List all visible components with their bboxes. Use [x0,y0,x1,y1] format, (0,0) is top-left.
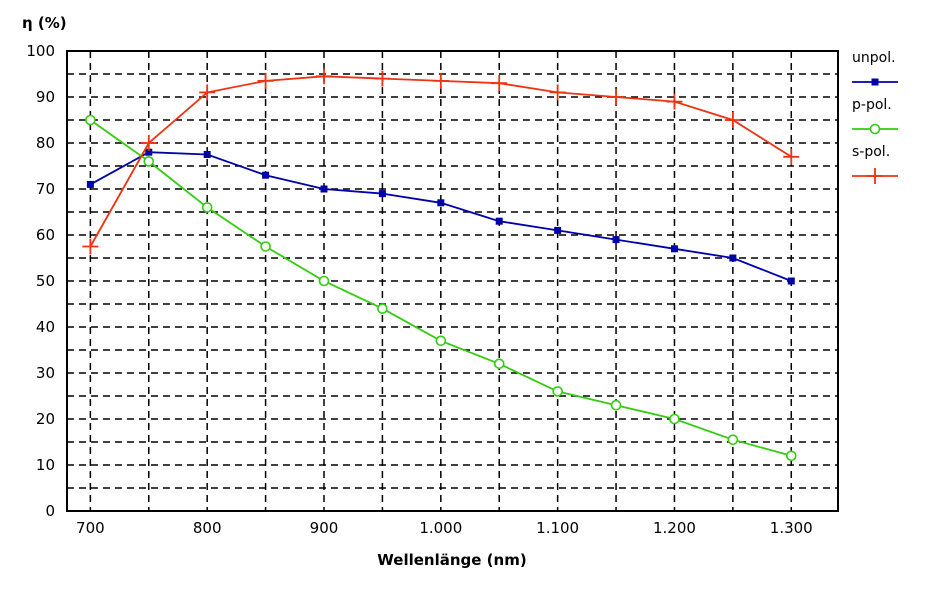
data-point-unpol [495,217,503,225]
x-tick-label: 1.200 [653,519,696,537]
data-point-unpol [612,236,620,244]
y-tick-label: 30 [36,364,55,382]
data-point-unpol [145,148,153,156]
legend-item-unpol: unpol. [852,50,898,86]
legend-label-ppol: p-pol. [852,97,892,113]
data-point-unpol [729,254,737,262]
data-point-spol [316,68,332,85]
y-tick-label: 90 [36,88,55,106]
x-tick-label: 800 [193,519,222,537]
data-point-spol [140,135,157,151]
y-tick-label: 40 [36,318,55,336]
data-point-unpol [378,190,386,198]
y-tick-label: 10 [36,456,55,474]
data-point-spol [549,84,566,101]
y-tick-label: 70 [36,180,55,198]
y-tick-label: 60 [36,226,55,244]
legend-item-ppol: p-pol. [852,97,898,135]
legend-marker-ppol [869,123,881,135]
y-tick-label: 100 [26,42,55,60]
data-point-unpol [437,199,445,207]
data-point-ppol [493,358,505,370]
data-point-unpol [262,171,270,179]
axes [66,50,839,512]
data-point-spol [199,84,216,101]
data-point-spol [374,70,391,87]
data-point-unpol [203,151,211,158]
data-point-ppol [785,450,797,462]
data-point-ppol [552,386,563,397]
data-point-spol [432,72,449,89]
data-point-ppol [377,303,388,314]
data-point-spol [724,112,741,128]
series-unpol [86,148,795,285]
grid [67,51,838,511]
series-layer [82,68,800,462]
y-tick-label: 0 [45,502,55,520]
x-tick-label: 700 [76,519,105,537]
x-tick-label: 1.100 [536,519,579,537]
data-point-spol [82,238,99,255]
data-point-unpol [554,226,562,234]
x-tick-label: 1.300 [770,519,813,537]
data-point-spol [783,148,800,165]
data-point-ppol [201,202,213,213]
legend-label-spol: s-pol. [852,144,890,160]
data-point-ppol [260,241,271,252]
data-point-spol [257,72,274,89]
data-point-ppol [610,399,622,411]
y-axis-label: η (%) [22,14,67,32]
data-point-spol [608,89,625,105]
y-tick-label: 80 [36,134,55,152]
y-tick-label: 20 [36,410,55,428]
legend-marker-unpol [871,78,879,86]
data-point-ppol [143,156,155,167]
data-point-unpol [670,245,678,253]
data-point-spol [666,93,683,110]
data-point-unpol [320,185,328,193]
data-point-unpol [787,277,795,285]
x-axis-label: Wellenlänge (nm) [377,551,526,569]
legend: unpol. p-pol. s-pol. [852,50,898,184]
legend-item-spol: s-pol. [852,144,898,184]
plot-frame [66,50,839,512]
series-ppol [85,114,797,462]
y-tick-label: 50 [36,272,55,290]
data-point-ppol [318,275,330,287]
x-tick-label: 900 [310,519,339,537]
legend-label-unpol: unpol. [852,50,896,66]
data-point-ppol [727,434,739,446]
data-point-ppol [85,114,96,126]
tick-labels: 0 10 20 30 40 50 60 70 80 90 100 700 800 900 1.000 1.10… [26,42,812,537]
data-point-spol [491,75,508,92]
legend-marker-spol [867,168,883,184]
series-spol [82,68,800,255]
data-point-ppol [435,335,447,347]
x-tick-label: 1.000 [419,519,462,537]
data-point-unpol [86,180,94,188]
data-point-ppol [669,413,680,425]
